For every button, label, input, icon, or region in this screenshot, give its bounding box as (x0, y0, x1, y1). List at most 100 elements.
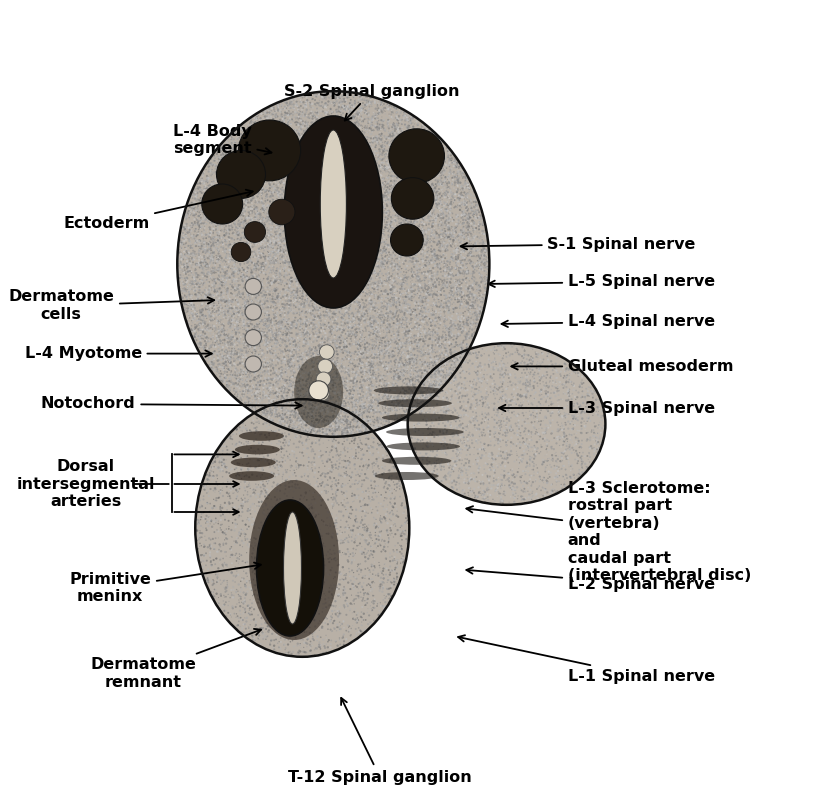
Point (377, 414, 391, 426)
Point (198, 252, 211, 265)
Point (407, 355, 420, 368)
Point (275, 276, 288, 289)
Point (464, 226, 477, 238)
Point (304, 98, 317, 111)
Point (234, 469, 248, 482)
Point (395, 245, 408, 258)
Point (222, 141, 235, 154)
Point (341, 208, 354, 221)
Point (382, 270, 395, 282)
Point (261, 526, 275, 539)
Point (307, 483, 320, 496)
Point (362, 545, 375, 558)
Point (208, 246, 221, 259)
Point (473, 430, 486, 443)
Point (289, 290, 302, 303)
Point (454, 430, 467, 443)
Point (282, 518, 295, 530)
Point (375, 95, 388, 108)
Point (444, 434, 457, 446)
Point (286, 408, 299, 421)
Point (246, 634, 259, 646)
Point (354, 277, 367, 290)
Point (318, 518, 331, 530)
Point (434, 203, 447, 216)
Point (251, 386, 264, 399)
Point (187, 206, 200, 218)
Point (315, 151, 328, 164)
Point (227, 289, 240, 302)
Point (395, 543, 408, 556)
Point (375, 306, 388, 319)
Point (378, 250, 391, 263)
Point (366, 271, 379, 284)
Point (324, 326, 337, 338)
Point (235, 205, 248, 218)
Point (407, 249, 420, 262)
Point (218, 160, 231, 173)
Point (315, 382, 328, 395)
Point (570, 446, 583, 459)
Point (371, 157, 384, 170)
Point (278, 112, 291, 125)
Point (406, 114, 419, 126)
Point (396, 200, 409, 213)
Point (250, 201, 263, 214)
Point (256, 532, 269, 545)
Point (315, 554, 328, 567)
Point (240, 298, 253, 310)
Point (422, 265, 435, 278)
Point (412, 378, 425, 391)
Point (222, 238, 235, 251)
Point (397, 363, 410, 376)
Point (319, 470, 332, 483)
Point (215, 314, 228, 326)
Point (448, 414, 461, 426)
Point (212, 351, 225, 364)
Point (400, 351, 413, 364)
Point (273, 466, 286, 478)
Point (213, 274, 226, 287)
Point (218, 558, 231, 570)
Point (270, 616, 283, 629)
Point (230, 390, 243, 403)
Point (397, 375, 410, 388)
Point (414, 165, 427, 178)
Point (471, 490, 484, 503)
Point (288, 174, 301, 186)
Point (206, 338, 219, 351)
Point (256, 202, 269, 214)
Point (421, 254, 434, 267)
Point (225, 338, 238, 350)
Point (388, 215, 401, 228)
Point (435, 217, 449, 230)
Point (417, 226, 430, 239)
Point (314, 388, 327, 401)
Point (367, 121, 380, 134)
Point (440, 257, 453, 270)
Point (303, 550, 316, 563)
Point (361, 538, 374, 550)
Point (260, 373, 273, 386)
Point (413, 356, 426, 369)
Point (285, 182, 298, 195)
Point (201, 268, 214, 281)
Point (403, 402, 416, 414)
Point (357, 413, 370, 426)
Point (347, 194, 360, 207)
Point (275, 211, 288, 224)
Point (444, 477, 457, 490)
Point (324, 278, 337, 291)
Point (329, 462, 342, 474)
Point (389, 295, 402, 308)
Point (286, 350, 299, 363)
Point (302, 250, 315, 262)
Point (332, 386, 345, 399)
Point (202, 354, 215, 367)
Ellipse shape (320, 130, 346, 278)
Point (242, 307, 255, 320)
Point (243, 117, 257, 130)
Point (199, 250, 212, 263)
Point (476, 218, 489, 231)
Point (458, 440, 471, 453)
